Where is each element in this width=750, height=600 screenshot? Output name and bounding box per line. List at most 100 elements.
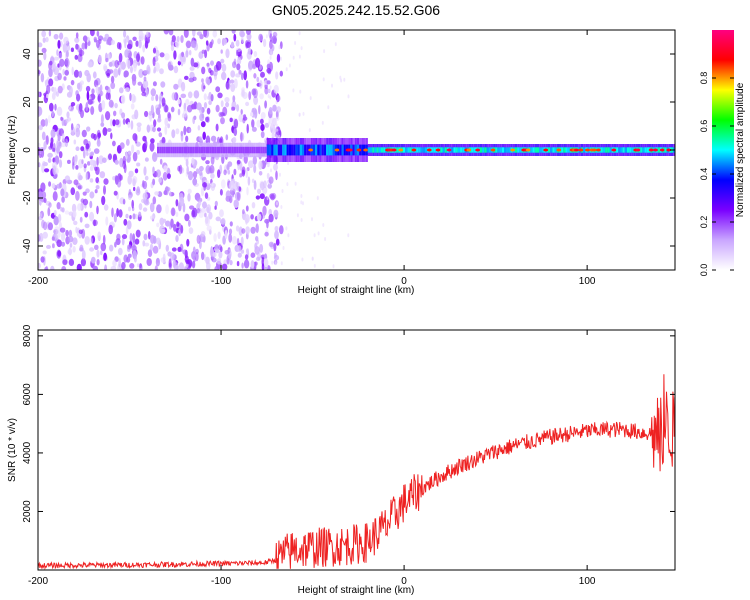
heatmap-cell: [47, 152, 53, 158]
heatmap-cell: [108, 153, 112, 160]
heatmap-cell: [235, 39, 240, 47]
heatmap-cell: [178, 262, 184, 270]
heatmap-cell: [326, 144, 329, 156]
heatmap-cell: [270, 51, 273, 56]
heatmap-cell: [42, 191, 47, 199]
heatmap-cell: [107, 128, 112, 132]
heatmap-cell: [162, 171, 168, 181]
heatmap-cell: [173, 223, 177, 232]
heatmap-cell: [301, 257, 304, 262]
heatmap-cell: [53, 33, 59, 40]
heatmap-cell: [233, 118, 239, 129]
heatmap-cell: [136, 53, 140, 62]
heatmap-cell: [277, 144, 280, 156]
heatmap-cell: [309, 96, 312, 101]
heatmap-cell: [97, 231, 102, 241]
heatmap-cell: [370, 147, 373, 153]
heatmap-cell: [155, 107, 161, 115]
y-tick-label: 40: [22, 48, 33, 60]
heatmap-cell: [43, 141, 47, 150]
heatmap-cell: [300, 200, 303, 205]
heatmap-cell: [268, 241, 274, 248]
heatmap-cell: [334, 148, 340, 152]
heatmap-cell: [99, 84, 103, 93]
heatmap-cell: [183, 30, 189, 38]
heatmap-cell: [298, 112, 301, 117]
heatmap-cell: [112, 140, 116, 147]
heatmap-cell: [146, 124, 151, 133]
heatmap-cell: [110, 266, 117, 270]
heatmap-cell: [280, 144, 283, 156]
heatmap-cell: [79, 216, 83, 223]
heatmap-cell: [287, 161, 290, 166]
heatmap-cell: [229, 117, 233, 123]
heatmap-cell: [57, 213, 62, 223]
heatmap-cell: [242, 146, 245, 154]
heatmap-cell: [89, 178, 94, 183]
heatmap-cell: [179, 196, 185, 207]
heatmap-cell: [376, 147, 379, 153]
heatmap-cell: [114, 175, 119, 185]
heatmap-cell: [192, 171, 198, 179]
heatmap-cell: [94, 189, 98, 194]
heatmap-cell: [158, 132, 163, 138]
heatmap-cell: [57, 250, 62, 257]
heatmap-cell: [84, 236, 90, 245]
heatmap-cell: [248, 91, 252, 101]
heatmap-cell: [48, 202, 52, 208]
heatmap-cell: [205, 146, 208, 154]
heatmap-cell: [240, 236, 244, 246]
heatmap-cell: [91, 256, 96, 264]
heatmap-cell: [605, 147, 608, 153]
heatmap-cell: [96, 156, 99, 166]
heatmap-cell: [110, 82, 116, 90]
heatmap-cell: [251, 126, 257, 132]
heatmap-cell: [136, 122, 142, 127]
heatmap-cell: [200, 186, 205, 197]
heatmap-cell: [506, 147, 509, 153]
heatmap-cell: [185, 263, 189, 268]
heatmap-cell: [63, 76, 67, 81]
heatmap-cell: [253, 96, 259, 105]
heatmap-cell: [226, 164, 230, 171]
heatmap-cell: [123, 218, 128, 226]
heatmap-cell: [664, 147, 667, 153]
heatmap-cell: [67, 235, 74, 243]
heatmap-cell: [143, 70, 149, 75]
heatmap-cell: [260, 146, 263, 154]
heatmap-cell: [149, 243, 154, 252]
heatmap-cell: [210, 135, 217, 142]
heatmap-cell: [102, 37, 107, 42]
heatmap-cell: [515, 147, 518, 153]
heatmap-cell: [43, 162, 48, 167]
heatmap-cell: [270, 125, 273, 130]
heatmap-cell: [64, 210, 70, 215]
heatmap-cell: [51, 183, 56, 189]
heatmap-cell: [618, 147, 621, 153]
heatmap-cell: [85, 188, 90, 194]
heatmap-cell: [530, 147, 533, 153]
heatmap-cell: [227, 146, 230, 154]
heatmap-cell: [62, 259, 68, 266]
heatmap-cell: [73, 155, 78, 166]
heatmap-cell: [425, 147, 428, 153]
heatmap-cell: [94, 166, 98, 171]
heatmap-cell: [177, 108, 181, 116]
heatmap-cell: [124, 38, 127, 49]
heatmap-cell: [120, 94, 126, 105]
heatmap-cell: [266, 67, 272, 74]
heatmap-cell: [152, 126, 156, 133]
heatmap-cell: [73, 139, 77, 145]
heatmap-cell: [299, 144, 302, 156]
heatmap-cell: [93, 38, 97, 43]
heatmap-cell: [534, 147, 537, 153]
heatmap-cell: [127, 150, 132, 157]
heatmap-cell: [322, 223, 325, 227]
heatmap-cell: [69, 243, 73, 248]
heatmap-cell: [330, 144, 333, 156]
heatmap-cell: [46, 244, 51, 249]
heatmap-cell: [100, 250, 103, 256]
heatmap-cell: [635, 148, 641, 152]
heatmap-cell: [103, 65, 108, 72]
